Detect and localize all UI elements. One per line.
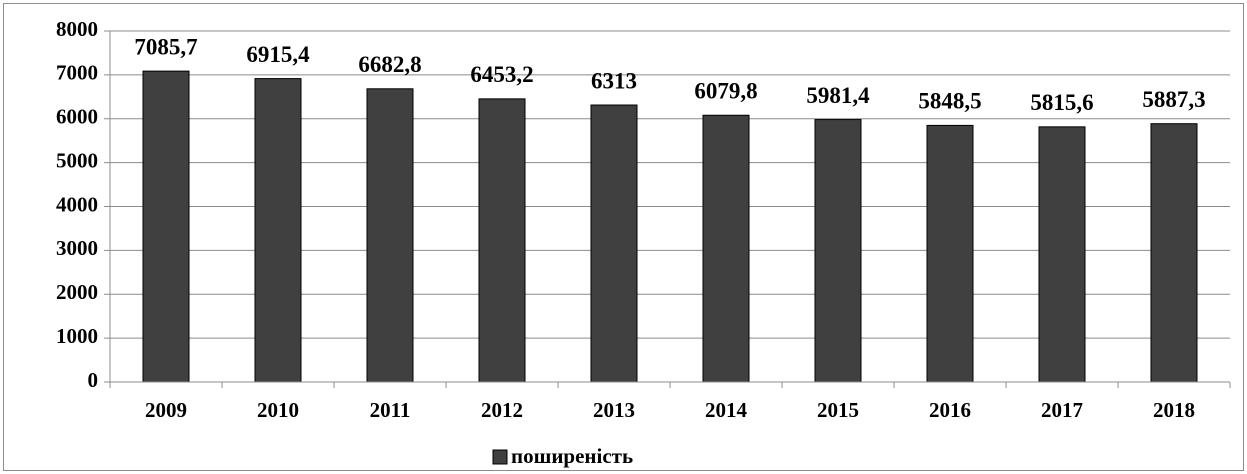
x-tick-label: 2011 [370, 398, 411, 422]
y-tick-label: 4000 [56, 192, 98, 216]
x-tick-label: 2014 [705, 398, 748, 422]
value-label: 5848,5 [918, 89, 981, 114]
y-tick-label: 0 [88, 368, 99, 392]
bar [1150, 123, 1198, 383]
value-label: 5981,4 [806, 83, 870, 108]
y-tick-label: 2000 [56, 280, 98, 304]
value-label: 6682,8 [358, 52, 421, 77]
value-label: 6079,8 [694, 79, 757, 104]
x-tick-label: 2017 [1041, 398, 1083, 422]
value-label: 5887,3 [1142, 87, 1205, 112]
x-tick-label: 2012 [481, 398, 523, 422]
bar [1038, 126, 1086, 383]
value-label: 6313 [591, 68, 637, 93]
bar [590, 104, 638, 383]
x-tick-label: 2018 [1153, 398, 1195, 422]
legend-label: поширеність [511, 444, 633, 468]
x-tick-label: 2016 [929, 398, 971, 422]
legend-swatch [492, 449, 508, 465]
bar [702, 114, 750, 383]
bar [814, 119, 862, 383]
y-tick-label: 7000 [56, 61, 98, 85]
x-tick-label: 2015 [817, 398, 859, 422]
x-tick-label: 2009 [145, 398, 187, 422]
y-tick-label: 8000 [56, 17, 98, 41]
value-label: 6453,2 [470, 62, 533, 87]
value-label: 5815,6 [1030, 90, 1093, 115]
x-tick-label: 2010 [257, 398, 299, 422]
y-tick-label: 3000 [56, 236, 98, 260]
y-tick-label: 1000 [56, 324, 98, 348]
bar [254, 78, 302, 383]
value-label: 7085,7 [134, 34, 197, 59]
bar [926, 124, 974, 383]
x-tick-label: 2013 [593, 398, 635, 422]
bar [142, 70, 190, 383]
value-label: 6915,4 [246, 42, 310, 67]
bar [478, 98, 526, 383]
y-tick-label: 5000 [56, 148, 98, 172]
bar [366, 88, 414, 383]
y-tick-label: 6000 [56, 105, 98, 129]
